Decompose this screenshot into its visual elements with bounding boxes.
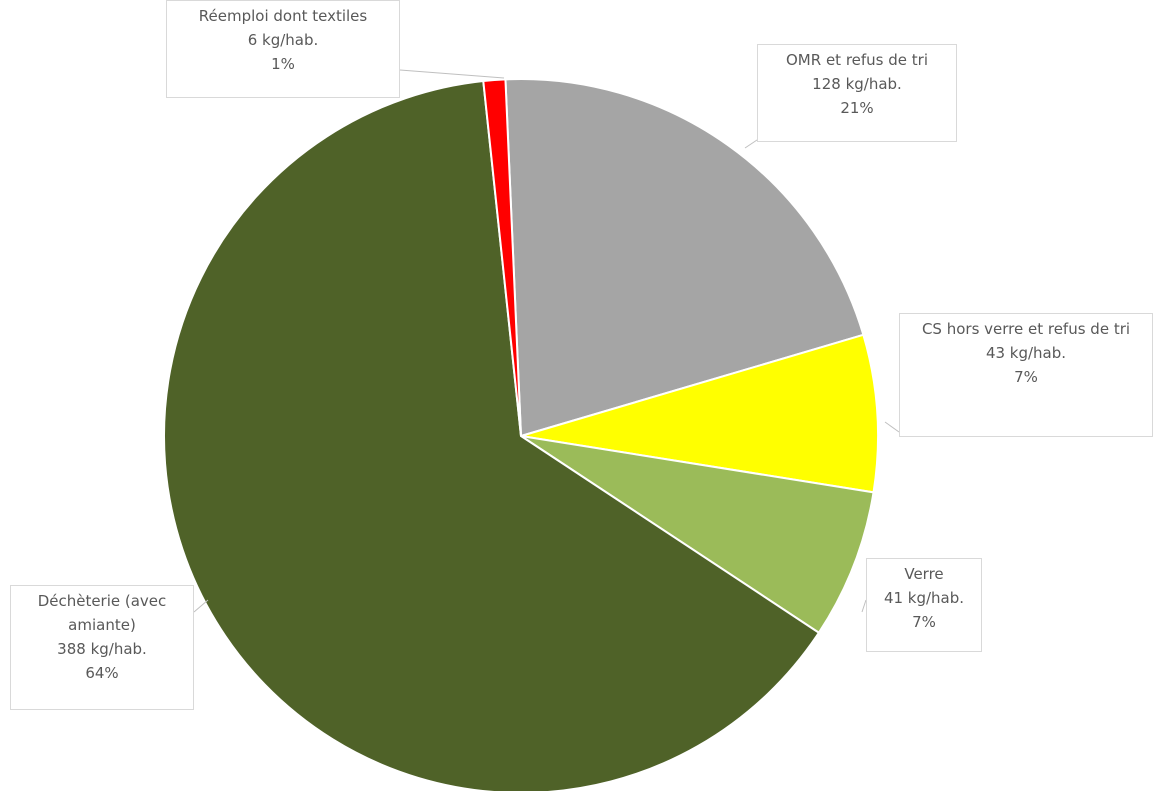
slice-omr [504, 78, 865, 438]
slice-percent: 1% [271, 55, 295, 73]
slice-verre [520, 435, 875, 635]
data-label-decheterie: Déchèterie (avec amiante) 388 kg/hab. 64… [10, 585, 194, 710]
slice-percent: 21% [840, 99, 874, 117]
slice-label: Réemploi dont textiles [198, 7, 368, 25]
slice-label: Verre [904, 565, 944, 583]
slice-reemploi [482, 78, 522, 437]
slice-percent: 7% [1014, 368, 1038, 386]
slice-value: 6 kg/hab. [247, 31, 319, 49]
leader-cs [884, 421, 900, 433]
data-label-verre: Verre 41 kg/hab. 7% [866, 558, 982, 652]
leader-lines [193, 69, 900, 613]
slice-label: OMR et refus de tri [786, 51, 928, 69]
slice-value: 41 kg/hab. [883, 589, 965, 607]
slice-decheterie [163, 79, 821, 791]
slice-value: 43 kg/hab. [985, 344, 1067, 362]
slice-value: 128 kg/hab. [812, 75, 902, 93]
slice-value: 388 kg/hab. [57, 640, 147, 658]
slice-label: Déchèterie (avec amiante) [37, 592, 167, 634]
leader-reemploi [399, 69, 505, 79]
data-label-cs-hors-verre: CS hors verre et refus de tri 43 kg/hab.… [899, 313, 1153, 437]
leader-verre [861, 599, 867, 613]
slice-percent: 7% [912, 613, 936, 631]
slice-cs-hors-verre [520, 333, 879, 494]
pie-slices [163, 78, 879, 791]
slice-percent: 64% [85, 664, 119, 682]
slice-label: CS hors verre et refus de tri [921, 320, 1131, 338]
data-label-omr: OMR et refus de tri 128 kg/hab. 21% [757, 44, 957, 142]
leader-decheterie [193, 599, 209, 613]
data-label-reemploi: Réemploi dont textiles 6 kg/hab. 1% [166, 0, 400, 98]
